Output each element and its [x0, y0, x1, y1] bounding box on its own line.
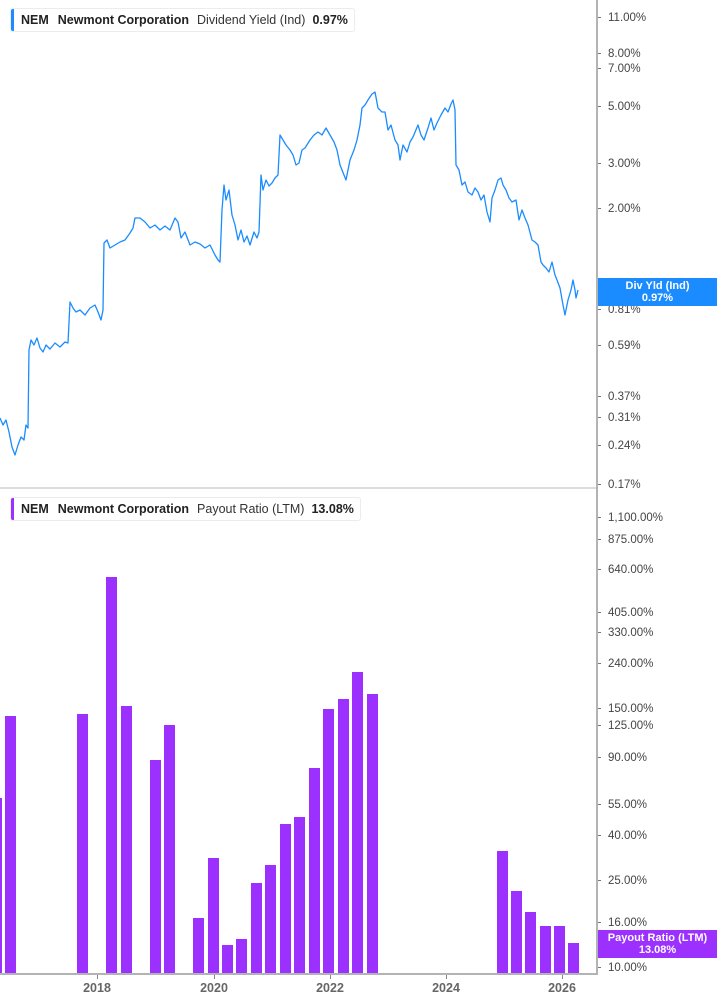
y-tick-label: 8.00% — [598, 47, 641, 61]
x-tick-label: 2026 — [548, 981, 576, 995]
x-tick-mark — [214, 975, 215, 979]
x-tick-label: 2024 — [432, 981, 460, 995]
dividend-yield-line-plot — [0, 91, 579, 456]
bar — [251, 883, 262, 974]
y-tick-label: 0.37% — [598, 390, 641, 404]
bar — [150, 760, 161, 974]
bar — [106, 577, 117, 974]
y-tick-label: 0.24% — [598, 439, 641, 453]
payout-ratio-value-flag: Payout Ratio (LTM) 13.08% — [598, 930, 717, 958]
legend-ticker: NEM — [21, 502, 49, 516]
y-tick-label: 10.00% — [598, 961, 647, 975]
dividend-yield-value-flag: Div Yld (Ind) 0.97% — [598, 278, 717, 306]
dividend-yield-line — [0, 91, 579, 456]
y-tick-label: 150.00% — [598, 702, 653, 716]
bar — [208, 858, 219, 974]
dividend-yield-legend[interactable]: NEM Newmont Corporation Dividend Yield (… — [10, 8, 355, 32]
legend-ticker: NEM — [21, 13, 49, 27]
legend-company: Newmont Corporation — [57, 13, 190, 27]
y-tick-label: 40.00% — [598, 829, 647, 843]
legend-value: 0.97% — [312, 13, 348, 27]
payout-ratio-bars — [0, 577, 579, 974]
y-tick-label: 0.31% — [598, 411, 641, 425]
bar — [554, 926, 565, 974]
bar — [309, 768, 320, 974]
y-tick-label: 875.00% — [598, 533, 653, 547]
y-tick-label: 16.00% — [598, 916, 647, 930]
y-tick-label: 7.00% — [598, 62, 641, 76]
panel-divider[interactable] — [0, 487, 597, 489]
legend-color-swatch — [11, 498, 14, 520]
bar — [367, 694, 378, 974]
bar — [0, 798, 2, 974]
y-tick-label: 5.00% — [598, 100, 641, 114]
payout-ratio-legend[interactable]: NEM Newmont Corporation Payout Ratio (LT… — [10, 497, 361, 521]
y-tick-label: 405.00% — [598, 606, 653, 620]
y-tick-label: 2.00% — [598, 202, 641, 216]
bar — [525, 912, 536, 974]
y-axis-line[interactable] — [596, 0, 598, 975]
y-tick-label: 640.00% — [598, 563, 653, 577]
bar — [294, 817, 305, 974]
bar — [236, 939, 247, 974]
bar — [497, 851, 508, 974]
bar — [265, 865, 276, 974]
x-tick-label: 2020 — [200, 981, 228, 995]
y-tick-label: 125.00% — [598, 719, 653, 733]
flag-label: Div Yld (Ind) — [625, 280, 690, 292]
y-tick-label: 0.81% — [598, 303, 641, 317]
y-tick-label: 3.00% — [598, 157, 641, 171]
y-tick-label: 240.00% — [598, 657, 653, 671]
flag-value: 13.08% — [638, 944, 677, 956]
legend-color-swatch — [11, 9, 14, 31]
legend-metric: Payout Ratio (LTM) — [197, 502, 305, 516]
flag-value: 0.97% — [641, 292, 674, 304]
y-tick-label: 55.00% — [598, 798, 647, 812]
bar — [77, 714, 88, 974]
bar — [5, 716, 16, 974]
y-tick-label: 90.00% — [598, 751, 647, 765]
bar — [121, 706, 132, 974]
y-tick-label: 0.59% — [598, 339, 641, 353]
legend-metric: Dividend Yield (Ind) — [197, 13, 306, 27]
y-tick-label: 1,100.00% — [598, 511, 663, 525]
y-tick-label: 11.00% — [598, 11, 646, 25]
y-tick-label: 0.17% — [598, 478, 641, 492]
dividend-yield-panel: NEM Newmont Corporation Dividend Yield (… — [0, 0, 717, 491]
bar — [323, 709, 334, 974]
x-tick-mark — [330, 975, 331, 979]
payout-ratio-panel: NEM Newmont Corporation Payout Ratio (LT… — [0, 487, 717, 1005]
x-tick-mark — [97, 975, 98, 979]
x-tick-label: 2022 — [316, 981, 344, 995]
x-tick-mark — [446, 975, 447, 979]
x-axis-line[interactable] — [0, 973, 598, 975]
bar — [280, 824, 291, 974]
y-tick-label: 25.00% — [598, 874, 647, 888]
bar — [338, 699, 349, 974]
bar — [193, 918, 204, 974]
payout-ratio-bar-plot — [0, 577, 579, 974]
legend-value: 13.08% — [311, 502, 354, 516]
bar — [164, 725, 175, 974]
bar — [511, 891, 522, 974]
flag-label: Payout Ratio (LTM) — [607, 932, 708, 944]
x-tick-mark — [562, 975, 563, 979]
bar — [222, 945, 233, 974]
y-tick-label: 330.00% — [598, 626, 653, 640]
legend-company: Newmont Corporation — [57, 502, 190, 516]
bar — [352, 672, 363, 974]
x-tick-label: 2018 — [83, 981, 111, 995]
bar — [540, 926, 551, 974]
bar — [568, 943, 579, 974]
